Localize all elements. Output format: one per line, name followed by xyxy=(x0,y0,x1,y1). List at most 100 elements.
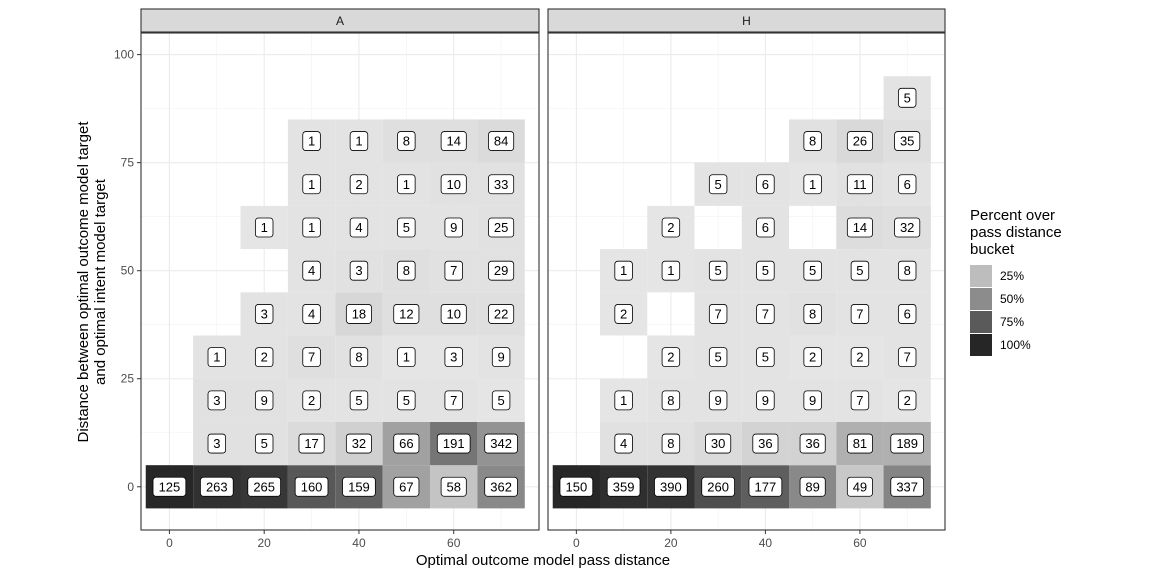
cell-label-box xyxy=(349,217,369,238)
cell-label-box xyxy=(397,390,416,411)
cell-label: 8 xyxy=(667,436,674,451)
legend-label: 100% xyxy=(1000,338,1031,352)
cell-label-box xyxy=(894,217,921,238)
cell-label: 2 xyxy=(856,350,863,365)
cell-label: 33 xyxy=(494,177,508,192)
cell-label: 1 xyxy=(620,393,627,408)
cell-label-box xyxy=(708,347,728,368)
cell-label: 32 xyxy=(352,436,366,451)
cell-label: 5 xyxy=(856,263,863,278)
cell-label: 4 xyxy=(620,436,627,451)
cell-label-box xyxy=(752,433,779,454)
y-tick-label: 75 xyxy=(121,156,135,170)
cell-label: 263 xyxy=(206,479,228,494)
cell-label-box xyxy=(444,347,463,368)
cell-label: 5 xyxy=(715,177,722,192)
cell-label: 5 xyxy=(762,263,769,278)
cell-label-box xyxy=(488,217,515,238)
cell-label: 8 xyxy=(809,134,816,149)
cell-label-box xyxy=(890,476,924,497)
cell-label: 9 xyxy=(762,393,769,408)
cell-label: 2 xyxy=(261,350,268,365)
cell-label: 125 xyxy=(159,479,181,494)
cell-label: 5 xyxy=(355,393,362,408)
cell-label-box xyxy=(393,433,420,454)
cell-label: 36 xyxy=(758,436,772,451)
cell-label-box xyxy=(756,217,775,238)
cell-label-box xyxy=(850,390,870,411)
cell-label: 5 xyxy=(261,436,268,451)
cell-label-box xyxy=(803,260,822,281)
cell-label: 10 xyxy=(446,177,460,192)
cell-label: 159 xyxy=(348,479,370,494)
cell-label: 177 xyxy=(755,479,777,494)
cell-label-box xyxy=(349,390,369,411)
cell-label-box xyxy=(708,174,728,195)
cell-label-box xyxy=(302,131,321,151)
cell-label-box xyxy=(606,476,641,497)
cell-label-box xyxy=(488,260,515,281)
cell-label: 35 xyxy=(900,134,914,149)
cell-label-box xyxy=(701,476,735,497)
cell-label: 1 xyxy=(308,134,315,149)
cell-label: 2 xyxy=(308,393,315,408)
cell-label: 2 xyxy=(355,177,362,192)
cell-label: 1 xyxy=(403,350,410,365)
cell-label: 5 xyxy=(715,350,722,365)
cell-label: 66 xyxy=(399,436,413,451)
cell-label: 337 xyxy=(896,479,918,494)
cell-label: 1 xyxy=(809,177,816,192)
cell-label-box xyxy=(254,347,274,368)
cell-label: 2 xyxy=(667,350,674,365)
facet-strip xyxy=(547,8,946,33)
x-axis-title: Optimal outcome model pass distance xyxy=(416,552,670,569)
legend-label: 25% xyxy=(1000,269,1024,283)
cell-label-box xyxy=(803,390,822,411)
cell-label-box xyxy=(897,304,917,324)
cell-label-box xyxy=(799,476,826,497)
legend-swatch xyxy=(970,311,992,333)
cell-label: 5 xyxy=(403,220,410,235)
cell-label: 1 xyxy=(667,263,674,278)
cell-label: 7 xyxy=(904,350,911,365)
cell-label-box xyxy=(294,476,329,497)
x-tick-label: 40 xyxy=(352,536,366,550)
cell-label-box xyxy=(614,433,633,454)
cell-label: 18 xyxy=(352,306,366,321)
cell-label-box xyxy=(440,131,467,151)
cell-label-box xyxy=(254,433,274,454)
cell-label: 1 xyxy=(308,220,315,235)
cell-label: 8 xyxy=(809,306,816,321)
cell-label-box xyxy=(345,433,372,454)
cell-label-box xyxy=(897,347,917,368)
cell-label-box xyxy=(302,347,321,368)
cell-label: 2 xyxy=(620,306,627,321)
cell-label: 265 xyxy=(253,479,275,494)
facet-strip xyxy=(140,8,540,33)
cell-label: 3 xyxy=(261,306,268,321)
cell-label-box xyxy=(488,131,515,151)
cell-label: 5 xyxy=(904,90,911,105)
cell-label-box xyxy=(661,347,681,368)
legend-swatch xyxy=(970,288,992,310)
cell-label-box xyxy=(484,433,518,454)
cell-label: 260 xyxy=(707,479,729,494)
cell-label: 67 xyxy=(399,479,413,494)
cell-label-box xyxy=(207,390,227,411)
cell-label-box xyxy=(484,476,518,497)
cell-label: 342 xyxy=(490,436,512,451)
cell-label-box xyxy=(897,87,917,108)
cell-label-box xyxy=(846,131,873,151)
cell-label: 6 xyxy=(762,220,769,235)
cell-label-box xyxy=(342,476,376,497)
cell-label-box xyxy=(302,260,321,281)
cell-label: 1 xyxy=(261,220,268,235)
y-tick-label: 0 xyxy=(127,480,134,494)
legend-swatch xyxy=(970,334,992,356)
cell-label-box xyxy=(302,217,321,238)
cell-label-box xyxy=(254,390,274,411)
cell-label: 2 xyxy=(809,350,816,365)
facet-strip-label: A xyxy=(336,14,344,28)
